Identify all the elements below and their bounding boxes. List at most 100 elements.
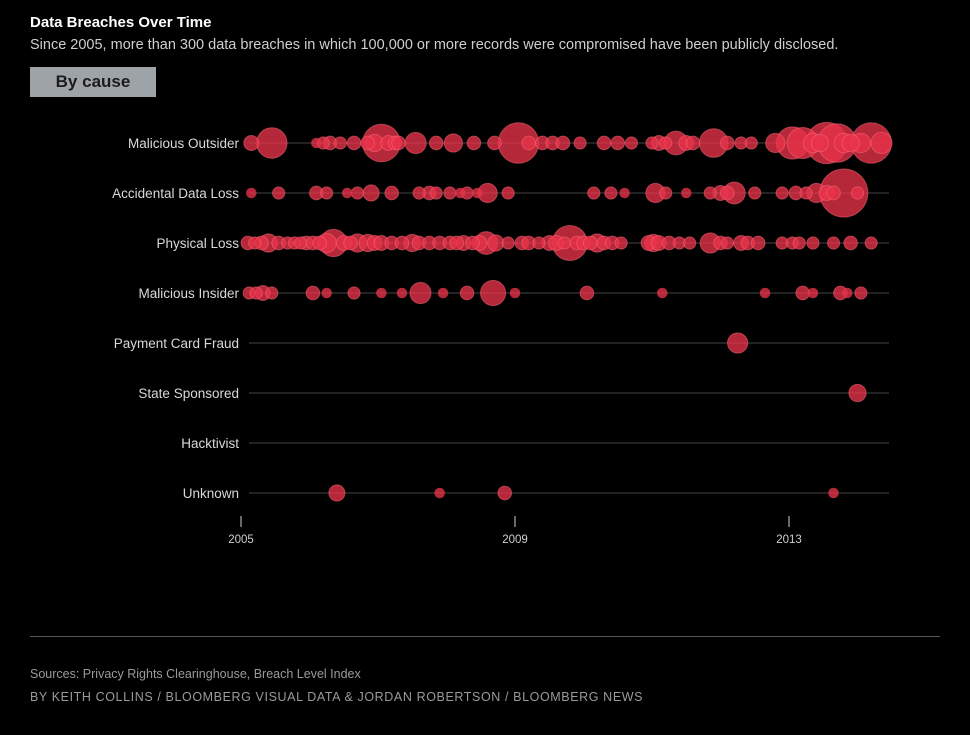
breach-bubble[interactable] (659, 136, 673, 150)
breach-bubble[interactable] (720, 135, 735, 151)
breach-bubble[interactable] (443, 186, 457, 200)
breach-bubble[interactable] (759, 287, 771, 299)
breach-bubble[interactable] (434, 487, 445, 499)
breach-bubble[interactable] (870, 131, 893, 155)
breach-bubble[interactable] (826, 236, 841, 250)
breach-bubble[interactable] (454, 187, 466, 199)
breach-bubble[interactable] (587, 186, 601, 200)
breach-bubble[interactable] (659, 186, 673, 200)
breach-bubble[interactable] (343, 235, 358, 251)
breach-bubble[interactable] (619, 187, 630, 199)
breach-bubble[interactable] (312, 235, 328, 251)
breach-bubble[interactable] (854, 286, 868, 300)
breach-bubble[interactable] (472, 187, 483, 199)
breach-bubble[interactable] (864, 236, 878, 250)
breach-bubble[interactable] (795, 285, 811, 301)
breach-bubble[interactable] (573, 136, 587, 150)
breach-bubble[interactable] (328, 484, 346, 502)
breach-bubble[interactable] (320, 186, 334, 200)
breach-bubble[interactable] (449, 235, 465, 251)
breach-bubble[interactable] (624, 136, 639, 150)
breach-bubble[interactable] (412, 186, 426, 200)
breach-bubble[interactable] (596, 135, 612, 151)
breach-bubble[interactable] (429, 186, 443, 200)
breach-bubble[interactable] (394, 235, 410, 251)
breach-bubble[interactable] (806, 236, 820, 250)
breach-bubble[interactable] (656, 287, 668, 299)
breach-bubble[interactable] (459, 285, 475, 301)
breach-bubble[interactable] (341, 187, 353, 199)
breach-bubble[interactable] (850, 186, 865, 200)
breach-bubble[interactable] (376, 287, 387, 299)
breach-bubble[interactable] (256, 127, 288, 159)
breach-bubble[interactable] (843, 235, 858, 251)
breach-bubble[interactable] (807, 287, 819, 299)
breach-bubble[interactable] (744, 136, 758, 150)
breach-bubble[interactable] (384, 185, 400, 201)
breach-bubble[interactable] (826, 185, 841, 201)
breach-bubble[interactable] (321, 287, 332, 299)
breach-bubble[interactable] (243, 135, 260, 151)
breach-bubble[interactable] (720, 236, 734, 250)
breach-bubble[interactable] (727, 332, 749, 354)
breach-bubble[interactable] (350, 186, 365, 200)
breach-bubble[interactable] (583, 235, 598, 251)
breach-bubble[interactable] (703, 186, 717, 200)
breach-bubble[interactable] (437, 287, 449, 299)
breach-bubble[interactable] (487, 234, 505, 252)
breach-bubble[interactable] (497, 485, 513, 501)
breach-bubble[interactable] (465, 235, 480, 251)
breach-bubble[interactable] (848, 383, 867, 403)
breach-bubble[interactable] (480, 279, 507, 307)
breach-bubble[interactable] (466, 135, 482, 151)
breach-bubble[interactable] (487, 135, 502, 151)
breach-bubble[interactable] (509, 287, 521, 299)
breach-bubble[interactable] (311, 137, 322, 149)
breach-bubble[interactable] (396, 287, 408, 299)
by-cause-button[interactable]: By cause (30, 67, 156, 97)
breach-bubble[interactable] (614, 236, 628, 250)
breach-bubble[interactable] (347, 286, 361, 300)
breach-bubble[interactable] (346, 135, 362, 151)
breach-bubble[interactable] (521, 135, 537, 151)
breach-bubble[interactable] (305, 285, 321, 301)
breach-bubble[interactable] (685, 135, 701, 151)
breach-bubble[interactable] (841, 133, 860, 153)
breach-bubble[interactable] (248, 236, 262, 250)
breach-bubble[interactable] (750, 235, 766, 251)
breach-bubble[interactable] (245, 187, 257, 199)
breach-bubble[interactable] (610, 135, 626, 151)
breach-bubble[interactable] (293, 236, 308, 250)
breach-bubble[interactable] (828, 487, 839, 499)
breach-bubble[interactable] (557, 236, 571, 250)
breach-bubble[interactable] (841, 287, 853, 299)
breach-bubble[interactable] (249, 286, 263, 300)
breach-bubble[interactable] (683, 236, 697, 250)
breach-bubble[interactable] (265, 286, 279, 300)
breach-bubble[interactable] (810, 133, 829, 153)
breach-bubble[interactable] (765, 132, 786, 154)
breach-bubble[interactable] (360, 135, 376, 151)
breach-bubble[interactable] (579, 285, 595, 301)
breach-bubble[interactable] (748, 186, 762, 200)
breach-bubble[interactable] (391, 135, 406, 151)
breach-bubble[interactable] (604, 186, 618, 200)
breach-bubble[interactable] (720, 185, 735, 201)
breach-bubble[interactable] (792, 236, 806, 250)
breach-bubble[interactable] (501, 186, 515, 200)
breach-bubble[interactable] (409, 281, 432, 305)
breach-bubble[interactable] (404, 131, 427, 155)
breach-bubble[interactable] (645, 136, 659, 150)
breach-bubble[interactable] (362, 184, 380, 202)
breach-bubble[interactable] (333, 136, 347, 150)
breach-bubble[interactable] (555, 135, 571, 151)
breach-bubble[interactable] (532, 236, 546, 250)
breach-bubble[interactable] (443, 133, 464, 153)
breach-bubble[interactable] (680, 187, 692, 199)
breach-bubble[interactable] (428, 135, 444, 151)
breach-bubble[interactable] (501, 236, 515, 250)
breach-bubble[interactable] (272, 186, 286, 200)
breach-bubble[interactable] (799, 186, 813, 200)
breach-bubble[interactable] (775, 186, 789, 200)
